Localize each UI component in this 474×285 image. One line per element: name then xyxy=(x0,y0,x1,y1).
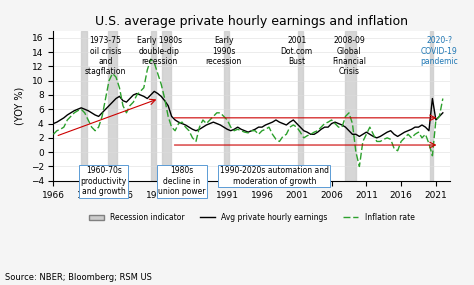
Bar xyxy=(298,30,303,181)
Text: 1980s
decline in
union power: 1980s decline in union power xyxy=(158,166,206,196)
Legend: Recession indicator, Avg private hourly earnings, Inflation rate: Recession indicator, Avg private hourly … xyxy=(86,210,418,225)
Text: 1990-2020s automation and
moderation of growth: 1990-2020s automation and moderation of … xyxy=(219,166,328,186)
Bar xyxy=(81,30,88,181)
Text: Early
1990s
recession: Early 1990s recession xyxy=(206,36,242,66)
Text: 1960-70s
productivity
and growth: 1960-70s productivity and growth xyxy=(81,166,127,196)
Y-axis label: (YOY %): (YOY %) xyxy=(15,87,25,125)
Title: U.S. average private hourly earnings and inflation: U.S. average private hourly earnings and… xyxy=(95,15,408,28)
Text: 2008-09
Global
Financial
Crisis: 2008-09 Global Financial Crisis xyxy=(332,36,366,76)
Bar xyxy=(109,30,118,181)
Bar xyxy=(225,30,229,181)
Bar xyxy=(151,30,155,181)
Bar xyxy=(430,30,433,181)
Text: 1973-75
oil crisis
and
stagflation: 1973-75 oil crisis and stagflation xyxy=(85,36,126,76)
Text: Early 1980s
double-dip
recession: Early 1980s double-dip recession xyxy=(137,36,182,66)
Bar xyxy=(162,30,171,181)
Text: 2020-?
COVID-19
pandemic: 2020-? COVID-19 pandemic xyxy=(420,36,458,66)
Text: Source: NBER; Bloomberg; RSM US: Source: NBER; Bloomberg; RSM US xyxy=(5,273,152,282)
Bar xyxy=(345,30,356,181)
Text: 2001
Dot.com
Bust: 2001 Dot.com Bust xyxy=(281,36,313,66)
